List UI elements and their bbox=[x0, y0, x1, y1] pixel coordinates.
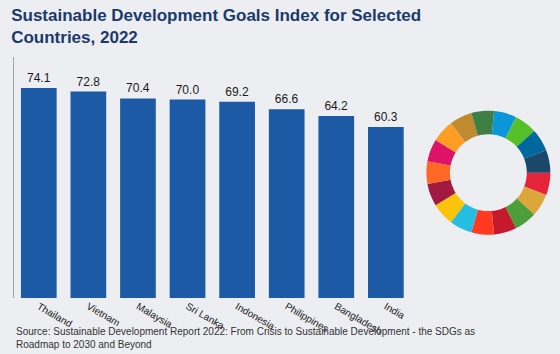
svg-text:Thailand: Thailand bbox=[35, 301, 74, 330]
svg-text:66.6: 66.6 bbox=[275, 92, 299, 106]
svg-text:Sri Lanka: Sri Lanka bbox=[184, 301, 226, 332]
svg-text:India: India bbox=[382, 301, 407, 322]
svg-text:74.1: 74.1 bbox=[27, 71, 51, 85]
svg-text:Bangladesh: Bangladesh bbox=[333, 301, 384, 337]
svg-text:Indonesia: Indonesia bbox=[234, 301, 277, 332]
svg-text:Sustainable Development Goals: Sustainable Development Goals Index for … bbox=[11, 6, 421, 47]
svg-text:64.2: 64.2 bbox=[324, 99, 348, 113]
svg-text:70.0: 70.0 bbox=[176, 83, 200, 97]
svg-text:Vietnam: Vietnam bbox=[85, 301, 122, 329]
svg-text:69.2: 69.2 bbox=[225, 85, 249, 99]
svg-text:Philippines: Philippines bbox=[283, 301, 330, 335]
svg-text:60.3: 60.3 bbox=[374, 110, 398, 124]
svg-text:72.8: 72.8 bbox=[77, 75, 101, 89]
svg-text:Malaysia: Malaysia bbox=[134, 301, 174, 330]
svg-text:Source: Sustainable Developmen: Source: Sustainable Development Report 2… bbox=[16, 326, 475, 350]
svg-text:70.4: 70.4 bbox=[126, 81, 150, 95]
